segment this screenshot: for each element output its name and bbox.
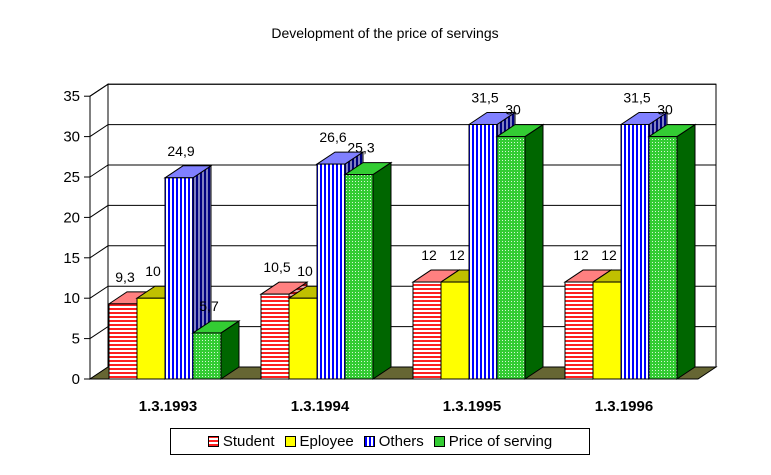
legend-label: Others	[378, 433, 424, 450]
y-tick-label: 0	[72, 371, 80, 388]
data-label: 12	[449, 247, 465, 263]
legend-swatch	[284, 436, 296, 447]
data-label: 10	[145, 263, 161, 279]
bar-eployee	[592, 281, 622, 380]
data-label: 5,7	[199, 298, 219, 314]
data-label: 30	[657, 102, 673, 118]
data-label: 12	[421, 247, 437, 263]
bar-eployee	[440, 281, 470, 380]
plot-area: 0 5 10 15 20 25 30 35 9,3 10 24,9 5,7 1.3.1993 10,5 10…	[63, 83, 718, 415]
x-tick-label: 1.3.1993	[139, 398, 197, 415]
bar-others	[164, 177, 194, 380]
legend-item: Student	[207, 433, 275, 450]
bar-eployee	[136, 297, 166, 380]
data-label: 12	[573, 247, 589, 263]
data-label: 10	[297, 263, 313, 279]
bar-student	[108, 303, 138, 380]
y-tick-label: 15	[63, 250, 80, 267]
x-tick-label: 1.3.1995	[443, 398, 501, 415]
bar-others	[620, 123, 650, 380]
y-tick-label: 35	[63, 88, 80, 105]
bar-price-of-serving	[648, 136, 678, 380]
data-label: 10,5	[263, 259, 290, 275]
data-label: 31,5	[623, 89, 650, 105]
bar-student	[564, 281, 594, 380]
y-tick-label: 30	[63, 129, 80, 146]
legend-label: Student	[222, 433, 275, 450]
legend-label: Eployee	[299, 433, 354, 450]
bar-side-price-of-serving	[524, 123, 544, 380]
chart-title: Development of the price of servings	[271, 25, 498, 41]
legend-label: Price of serving	[448, 433, 553, 450]
bar-others	[468, 123, 498, 380]
data-label: 26,6	[319, 129, 346, 145]
legend-swatch	[433, 436, 445, 447]
legend-item: Price of serving	[433, 433, 553, 450]
bar-student	[412, 281, 442, 380]
data-label: 9,3	[115, 269, 135, 285]
y-tick-label: 20	[63, 209, 80, 226]
bar-price-of-serving	[496, 136, 526, 380]
plot-side-wall	[89, 83, 109, 380]
data-label: 24,9	[167, 143, 194, 159]
legend-swatch	[207, 436, 219, 447]
x-tick-label: 1.3.1994	[291, 398, 350, 415]
gridline	[89, 83, 716, 97]
legend-item: Eployee	[284, 433, 354, 450]
bar-eployee	[288, 297, 318, 380]
data-label: 12	[601, 247, 617, 263]
bar-side-price-of-serving	[372, 161, 392, 380]
bar-side-price-of-serving	[676, 123, 696, 380]
legend-item: Others	[363, 433, 424, 450]
legend-swatch	[363, 436, 375, 447]
bar-student	[260, 293, 290, 380]
bar-price-of-serving	[192, 332, 222, 380]
y-tick-label: 25	[63, 169, 80, 186]
data-label: 25,3	[347, 140, 374, 156]
data-label: 30	[505, 102, 521, 118]
legend: Student Eployee Others Price of serving	[170, 428, 590, 455]
x-tick-label: 1.3.1996	[595, 398, 653, 415]
data-label: 31,5	[471, 89, 498, 105]
y-tick-label: 10	[63, 290, 80, 307]
y-tick-label: 5	[72, 331, 80, 348]
bar-others	[316, 163, 346, 380]
bar-price-of-serving	[344, 174, 374, 380]
